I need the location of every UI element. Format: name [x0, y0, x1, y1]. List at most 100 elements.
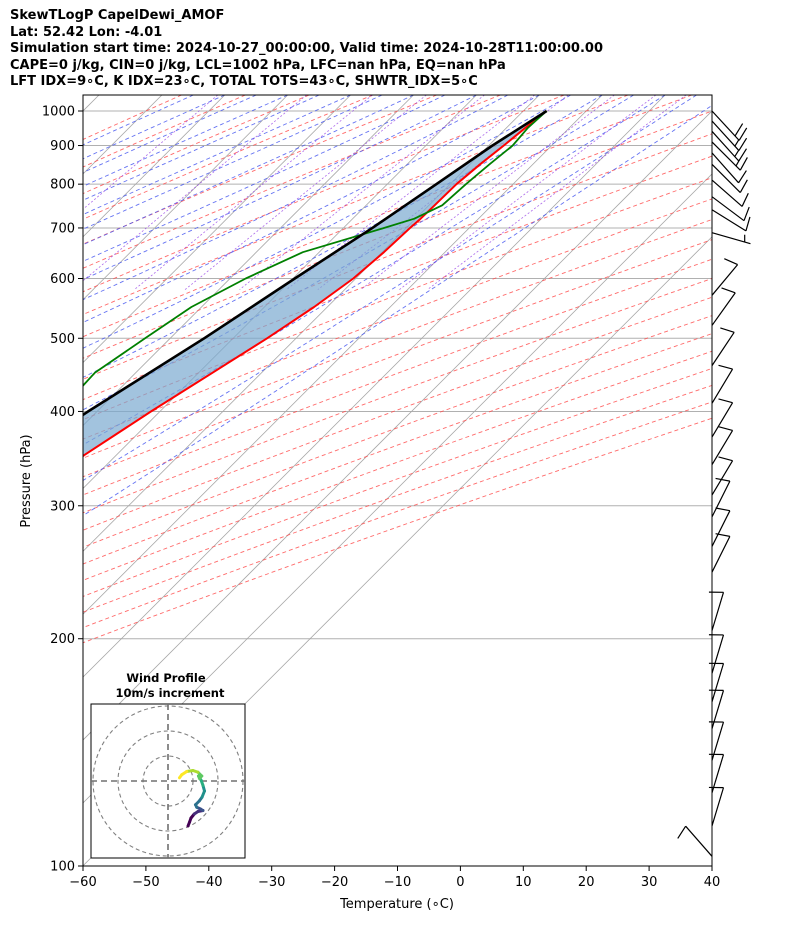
x-tick-label: 20: [578, 875, 595, 890]
cape-cin-shading: [83, 111, 547, 457]
isotherm-line: [83, 95, 226, 238]
x-tick-label: −30: [258, 875, 285, 890]
moist-adiabat: [83, 95, 571, 349]
wind-barb: [711, 398, 734, 438]
shaded-area: [83, 111, 547, 457]
mixing-ratio-line: [83, 95, 307, 282]
wind-barb: [711, 152, 747, 184]
y-tick-label: 200: [50, 632, 75, 647]
y-tick-label: 100: [50, 860, 75, 875]
mixing-ratio-line: [184, 95, 427, 290]
wind-barb: [711, 507, 731, 547]
cape-line: CAPE=0 j/kg, CIN=0 j/kg, LCL=1002 hPa, L…: [10, 57, 506, 73]
wind-barb: [711, 163, 748, 193]
wind-barb: [708, 689, 725, 729]
dry-adiabat: [83, 95, 693, 338]
dry-adiabat: [83, 258, 712, 496]
isotherm-line: [83, 95, 477, 489]
profiles: [83, 109, 548, 458]
wind-barb: [708, 591, 725, 631]
wind-barb: [711, 196, 750, 222]
wind-barb: [711, 456, 734, 496]
moist-adiabat: [83, 95, 477, 281]
dewpoint-line: [83, 110, 548, 387]
dry-adiabat: [83, 133, 712, 380]
mixing-ratio-line: [134, 95, 373, 290]
isotherm-line: [83, 95, 540, 552]
axis-ticks: −60 −50 −40 −30 −20 −10 0 10 20 30 40 100 200 300 400 5…: [42, 104, 720, 890]
dry-adiabat: [83, 277, 712, 514]
isotherm-line: [83, 95, 414, 427]
wind-barb: [711, 364, 734, 404]
wind-barb: [711, 426, 734, 466]
wind-barb: [708, 662, 725, 702]
moist-adiabat: [83, 95, 414, 246]
x-tick-label: 0: [456, 875, 464, 890]
moist-adiabat: [83, 95, 257, 174]
moist-adiabat: [83, 95, 697, 481]
mixing-ratio-line: [399, 95, 657, 290]
chart-header: SkewTLogP CapelDewi_AMOF Lat: 52.42 Lon:…: [10, 8, 790, 91]
wind-barb: [711, 141, 748, 171]
x-tick-label: 10: [515, 875, 532, 890]
x-tick-label: 30: [641, 875, 658, 890]
mixing-ratio-line: [360, 95, 615, 290]
inset-subtitle: 10m/s increment: [116, 686, 225, 700]
dry-adiabat: [83, 219, 712, 459]
moist-adiabat: [83, 95, 194, 146]
wind-barb: [711, 477, 731, 518]
location-line: Lat: 52.42 Lon: -4.01: [10, 24, 163, 40]
dry-adiabat: [83, 95, 310, 195]
isotherm-line: [83, 95, 603, 615]
isotherm-line: [83, 110, 712, 741]
parcel-line: [83, 109, 548, 417]
wind-barb: [711, 110, 748, 141]
wind-barb: [711, 327, 735, 366]
y-axis-label: Pressure (hPa): [19, 434, 34, 527]
dry-adiabat: [83, 110, 712, 359]
isotherm-line: [83, 95, 100, 112]
dry-adiabat: [83, 401, 712, 629]
wind-barb: [711, 258, 739, 296]
isotherm-line: [83, 95, 351, 364]
mixing-ratio-line: [83, 95, 219, 210]
y-tick-label: 900: [50, 139, 75, 154]
chart-title: SkewTLogP CapelDewi_AMOF: [10, 8, 225, 23]
mixing-ratio-line: [239, 95, 485, 290]
wind-barb: [708, 753, 725, 794]
moist-adiabat: [83, 95, 666, 446]
x-tick-label: −20: [321, 875, 348, 890]
x-axis-label: Temperature (∘C): [339, 897, 454, 912]
y-tick-label: 400: [50, 405, 75, 420]
x-tick-label: −10: [384, 875, 411, 890]
hodograph-ring: [117, 730, 219, 832]
wind-barb: [711, 120, 748, 151]
wind-barb: [708, 786, 725, 827]
y-tick-label: 1000: [42, 104, 75, 119]
wind-barb: [708, 634, 725, 674]
dry-adiabat: [83, 384, 712, 613]
x-tick-label: −60: [69, 875, 96, 890]
wind-profile-inset: Wind Profile 10m/s increment: [90, 671, 246, 859]
inset-title: Wind Profile: [126, 671, 206, 685]
wind-barb: [677, 825, 713, 857]
index-line: LFT IDX=9∘C, K IDX=23∘C, TOTAL TOTS=43∘C…: [10, 74, 478, 89]
dry-adiabat: [83, 155, 712, 401]
moist-adiabat: [83, 104, 712, 517]
wind-barb: [711, 209, 751, 232]
moist-adiabat: [83, 95, 383, 230]
temperature-line: [83, 110, 548, 458]
isotherm-line: [83, 95, 666, 678]
y-tick-label: 600: [50, 272, 75, 287]
wind-barb: [711, 130, 747, 162]
wind-barb: [711, 287, 736, 326]
wind-barbs: [677, 110, 751, 857]
x-tick-label: −40: [195, 875, 222, 890]
time-line: Simulation start time: 2024-10-27_00:00:…: [10, 41, 603, 56]
moist-adiabat: [83, 95, 351, 215]
y-tick-label: 700: [50, 221, 75, 236]
y-tick-label: 500: [50, 332, 75, 347]
y-tick-label: 800: [50, 178, 75, 193]
moist-adiabat: [83, 95, 446, 262]
